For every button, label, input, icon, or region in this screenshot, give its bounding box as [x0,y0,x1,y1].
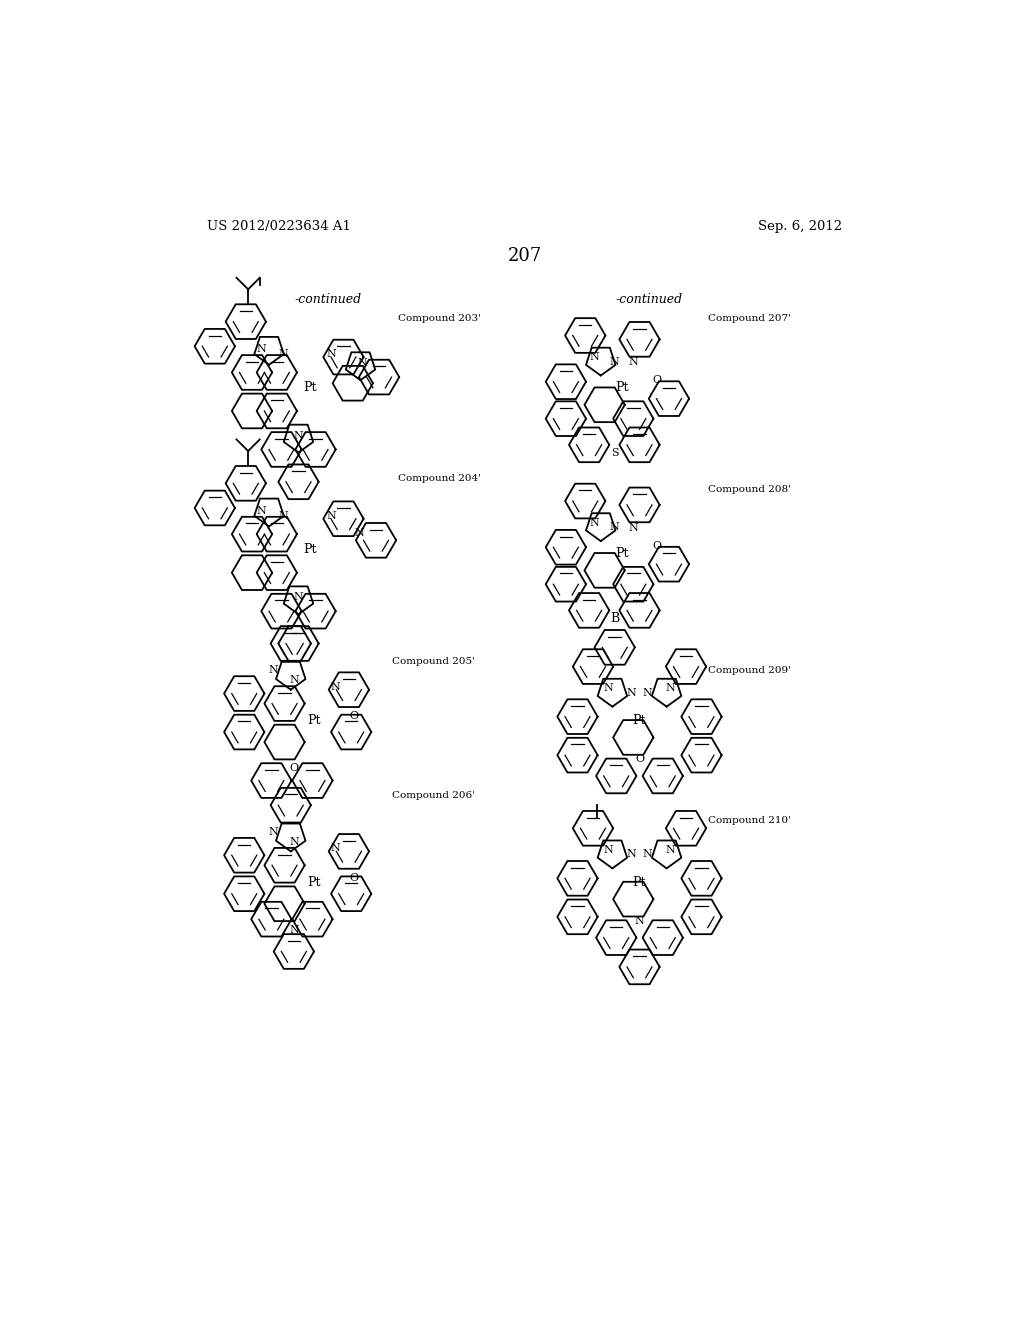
Text: N: N [279,511,288,520]
Text: N: N [666,684,676,693]
Text: N: N [603,684,613,693]
Text: Pt: Pt [633,714,646,727]
Text: N: N [354,528,364,537]
Text: N: N [642,850,652,859]
Text: N: N [294,593,303,602]
Text: N: N [269,665,279,676]
Text: Compound 209': Compound 209' [708,667,791,675]
Text: N: N [327,511,336,520]
Text: N: N [629,523,638,533]
Text: O: O [652,375,662,385]
Text: Pt: Pt [633,875,646,888]
Text: O: O [635,754,644,764]
Text: N: N [610,523,620,532]
Text: N: N [289,925,299,935]
Text: Pt: Pt [303,381,316,395]
Text: N: N [279,348,288,359]
Text: N: N [610,356,620,367]
Text: Compound 210': Compound 210' [708,816,791,825]
Text: N: N [603,845,613,855]
Text: Compound 208': Compound 208' [708,484,791,494]
Text: Pt: Pt [307,875,321,888]
Text: N: N [357,358,367,368]
Text: Compound 206': Compound 206' [391,792,474,800]
Text: N: N [590,352,599,362]
Text: N: N [290,676,299,685]
Text: 207: 207 [508,247,542,265]
Text: Compound 204': Compound 204' [397,474,480,483]
Text: Compound 203': Compound 203' [397,314,480,323]
Text: N: N [327,348,336,359]
Text: N: N [256,345,266,354]
Text: O: O [350,873,358,883]
Text: Sep. 6, 2012: Sep. 6, 2012 [759,220,843,234]
Text: O: O [290,763,298,774]
Text: O: O [350,711,358,721]
Text: N: N [294,430,303,441]
Text: N: N [256,506,266,516]
Text: N: N [666,845,676,855]
Text: Pt: Pt [615,381,629,395]
Text: N: N [629,358,638,367]
Text: N: N [627,688,637,698]
Text: N: N [331,843,341,853]
Text: -continued: -continued [294,293,361,306]
Text: N: N [590,517,599,528]
Text: US 2012/0223634 A1: US 2012/0223634 A1 [207,220,351,234]
Text: -continued: -continued [615,293,682,306]
Text: Compound 207': Compound 207' [708,314,791,323]
Text: S: S [611,447,618,458]
Text: N: N [627,850,637,859]
Text: Compound 205': Compound 205' [391,657,474,667]
Text: N: N [635,916,644,925]
Text: N: N [269,828,279,837]
Text: Pt: Pt [307,714,321,727]
Text: B: B [610,611,620,624]
Text: N: N [331,681,341,692]
Text: N: N [290,837,299,847]
Text: Pt: Pt [615,546,629,560]
Text: O: O [652,541,662,550]
Text: N: N [642,688,652,698]
Text: Pt: Pt [303,543,316,556]
